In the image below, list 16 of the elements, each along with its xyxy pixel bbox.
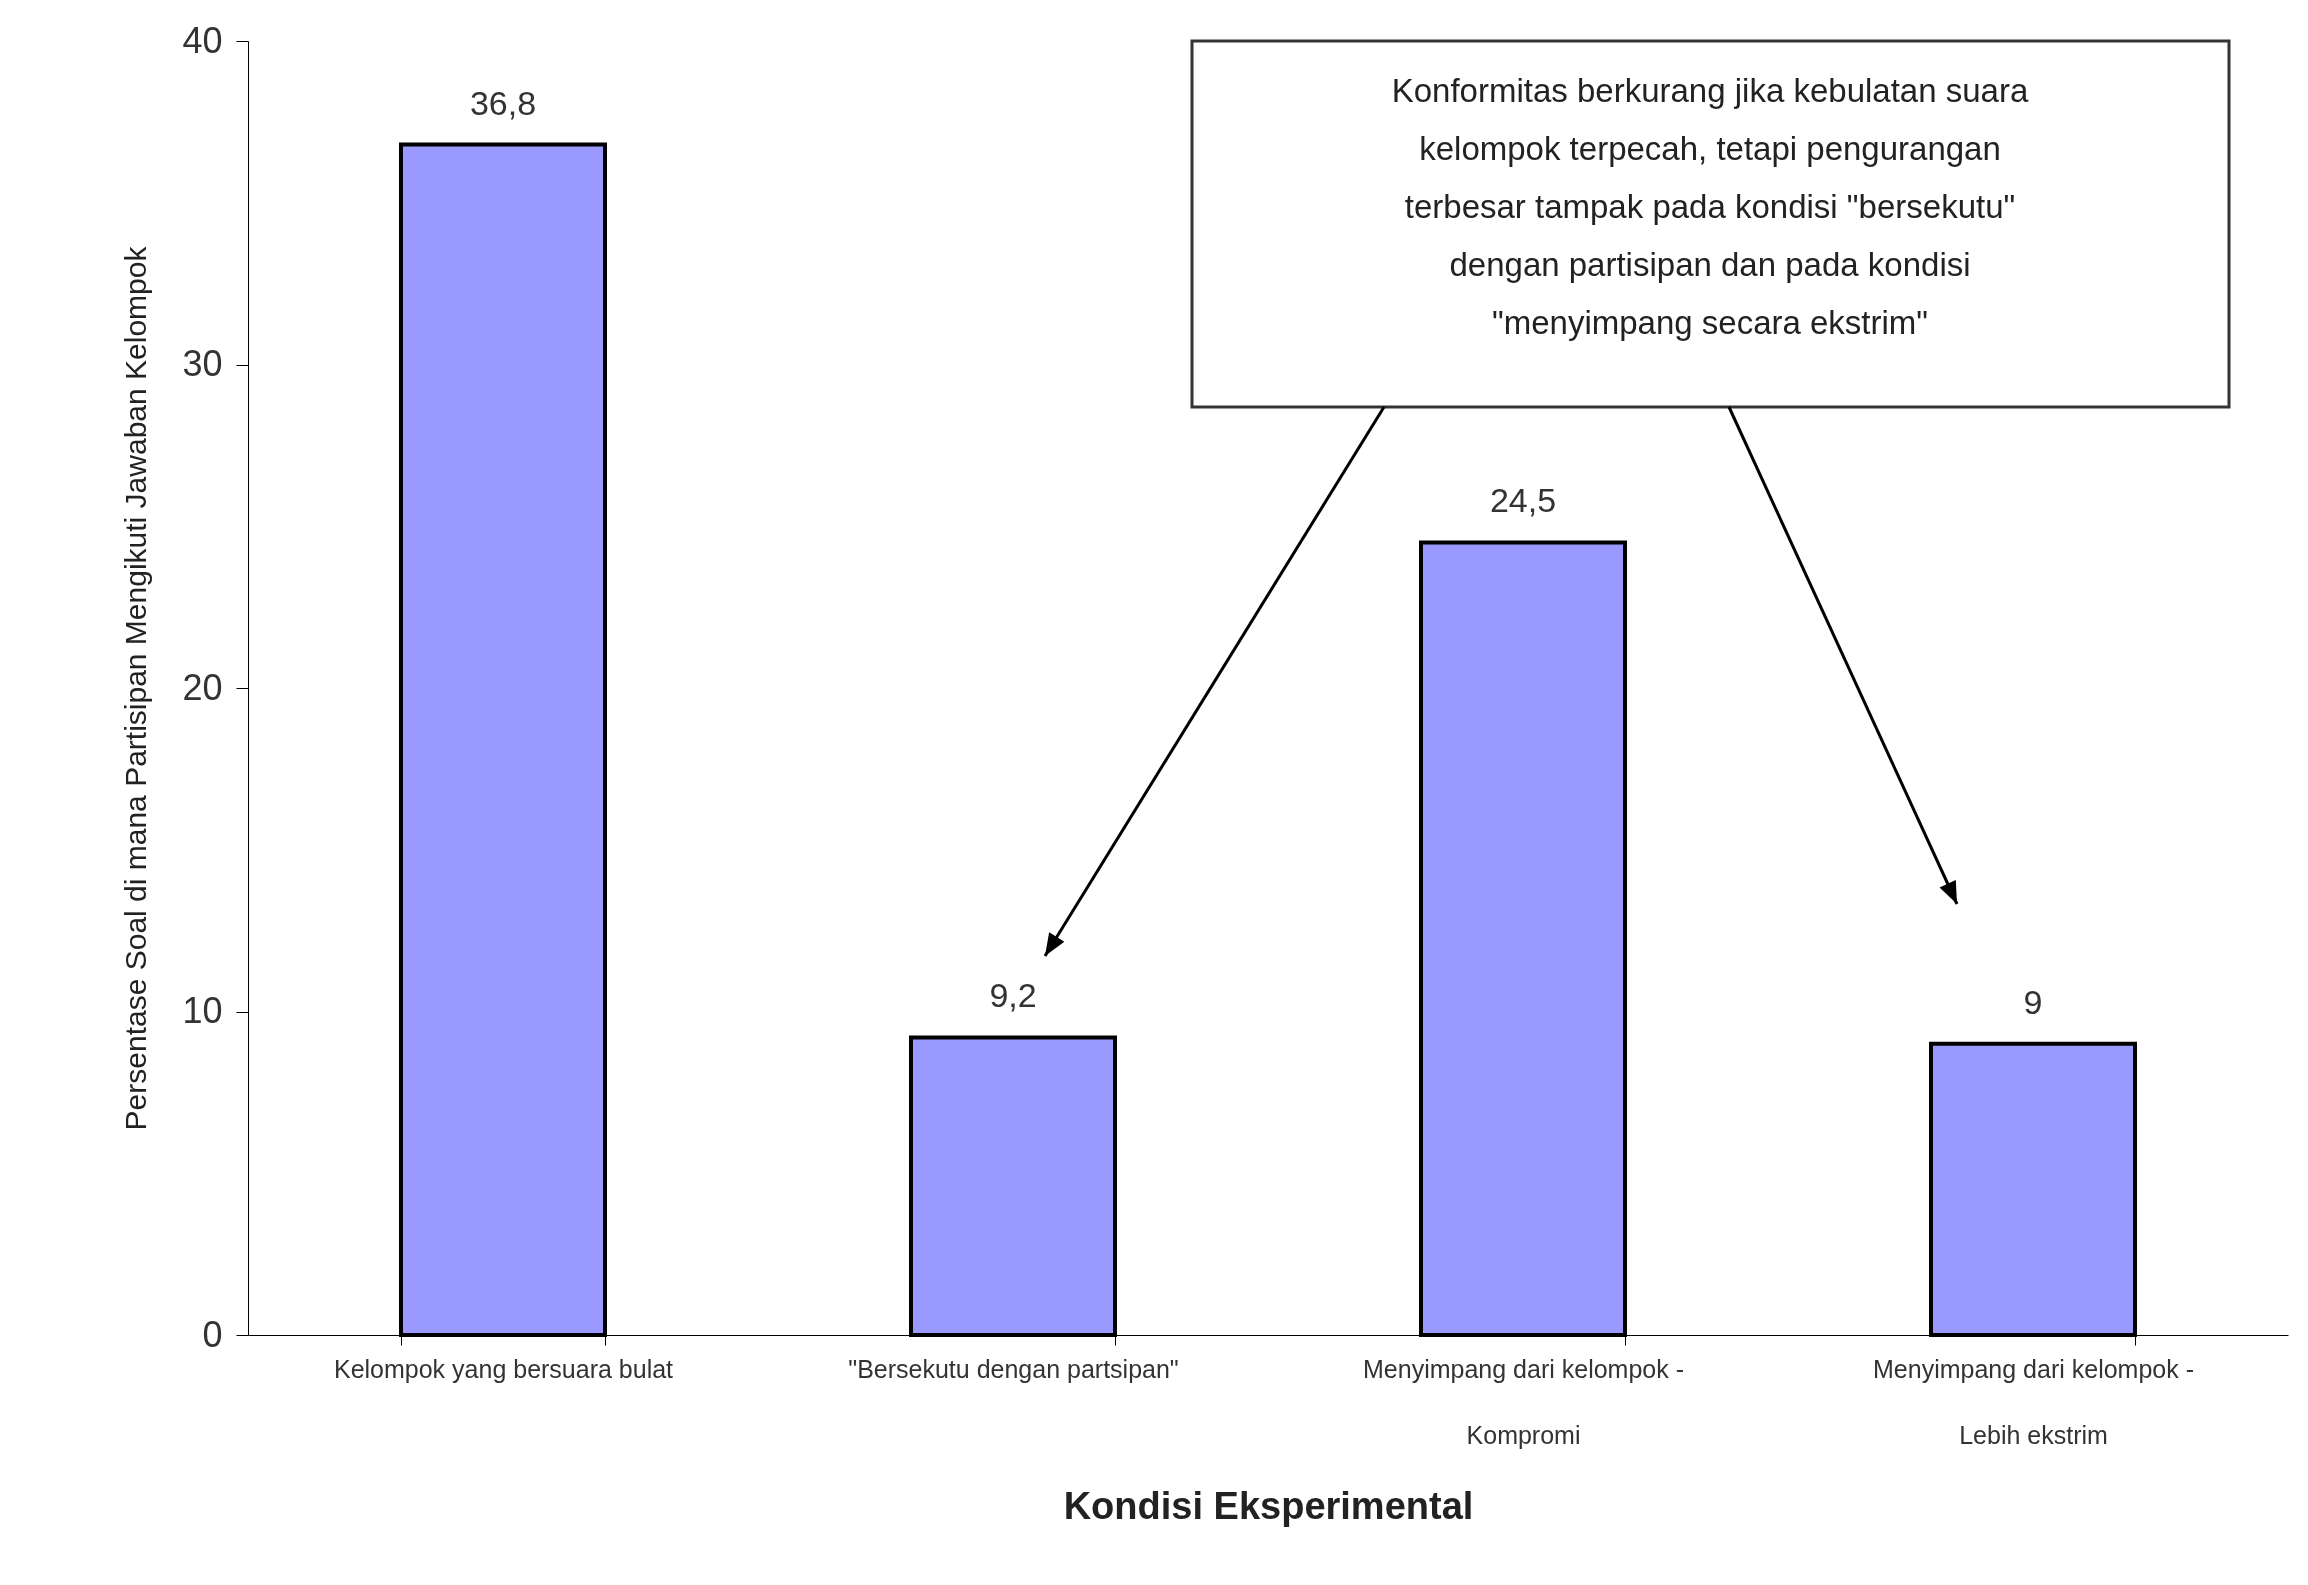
x-tick-label: Kelompok yang bersuara bulat bbox=[333, 1354, 674, 1383]
y-tick-label: 10 bbox=[182, 990, 223, 1031]
category-label: Menyimpang dari kelompok - Lebih ekstrim bbox=[1873, 1354, 2194, 1449]
data-label: 36,8 bbox=[469, 83, 537, 122]
y-tick-label: 20 bbox=[182, 666, 223, 708]
x-tick-label: "Bersekutu dengan partsipan" bbox=[848, 1354, 1179, 1383]
y-tick-label: 40 bbox=[182, 19, 223, 61]
y-axis-title: Persentase Soal di mana Partisipan Mengikuti Jawaban Kelompok bbox=[119, 245, 153, 1131]
y-tick-label: 30 bbox=[182, 343, 223, 384]
annotation: Konformitas berkurang jika kebulatan suara kelompok terpecah, tetapi pengurangan terbesar tampak pada kondisi "bersekutu" dengan partisipan dan pada kondisi "menyimpang secara ekstrim" bbox=[1391, 72, 2029, 341]
x-axis-title: Kondisi Eksperimental bbox=[1063, 1484, 1474, 1527]
y-tick-label: 0 bbox=[202, 1313, 223, 1355]
data-label: 9 bbox=[2023, 982, 2043, 1021]
data-label: 24,5 bbox=[1489, 481, 1557, 520]
data-label: 9,2 bbox=[989, 976, 1037, 1015]
category-label: Menyimpang dari kelompok - Kompromi bbox=[1363, 1354, 1684, 1449]
